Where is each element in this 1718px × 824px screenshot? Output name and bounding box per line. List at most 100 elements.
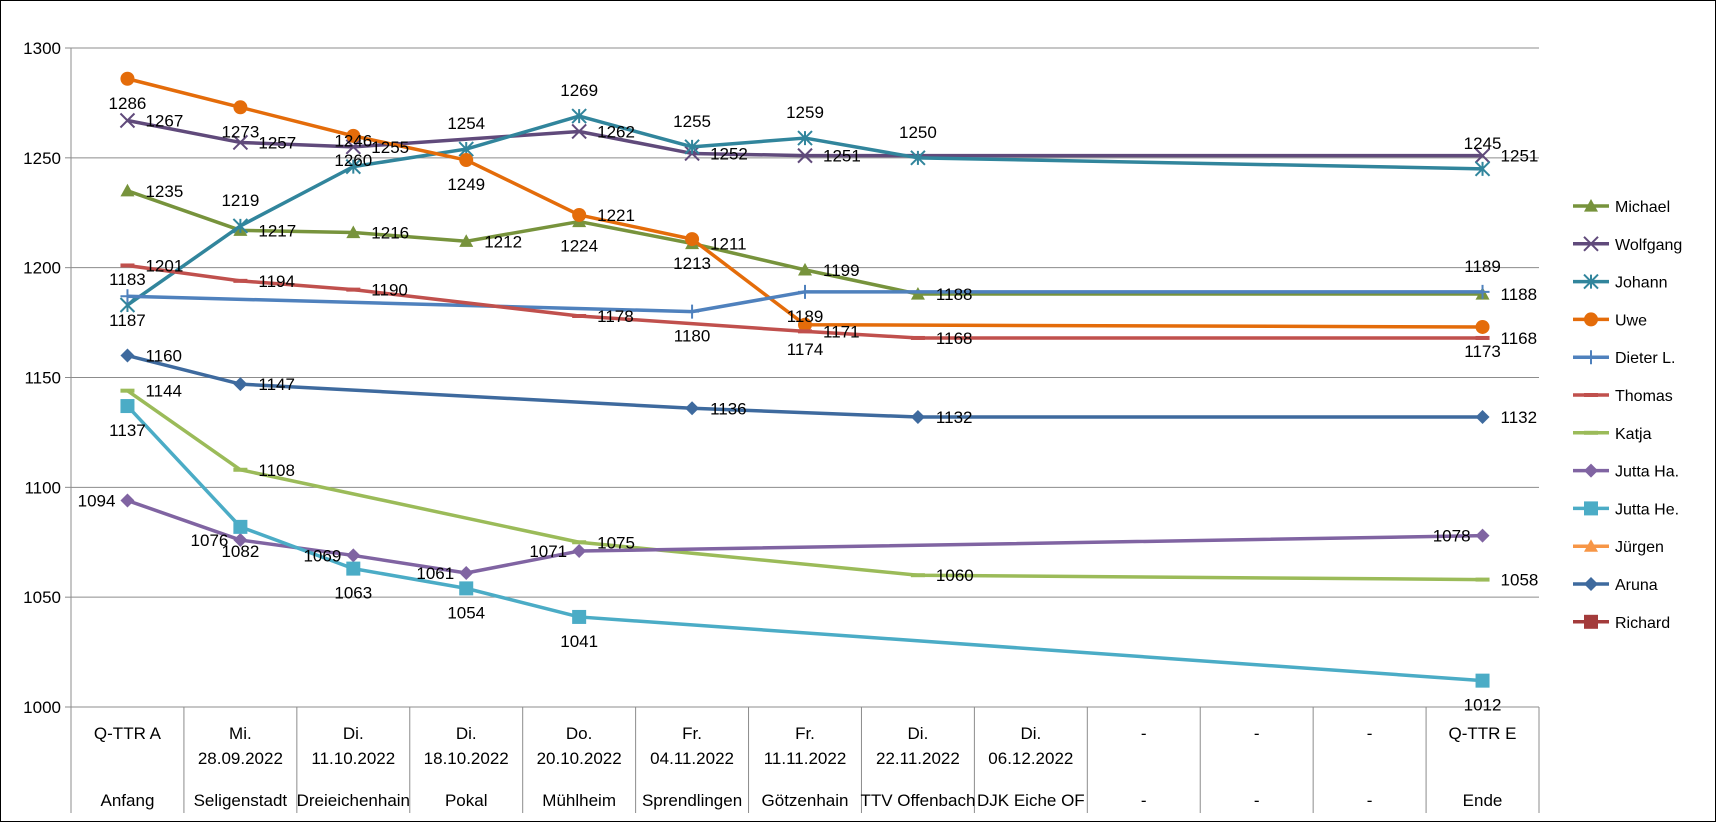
legend: Michael Wolfgang Johann Uwe Dieter L. Thomas K… xyxy=(1573,199,1682,632)
legend-label: Michael xyxy=(1615,199,1670,216)
series-wolfgang xyxy=(119,112,1491,164)
data-point-johann-stroke xyxy=(232,218,249,234)
series-aruna xyxy=(120,348,1490,425)
data-point-katja xyxy=(1475,577,1490,582)
legend-label: Thomas xyxy=(1615,388,1673,405)
data-label: 1075 xyxy=(597,533,635,552)
data-point-thomas xyxy=(233,278,248,283)
data-point-johann xyxy=(345,158,362,175)
y-tick-label: 1050 xyxy=(23,588,61,607)
data-label: 1078 xyxy=(1433,527,1471,546)
y-tick-label: 1100 xyxy=(24,478,61,497)
data-point-uwe xyxy=(572,207,587,222)
data-label: 1255 xyxy=(371,138,409,157)
series-line-michael xyxy=(126,189,1483,296)
legend-marker xyxy=(1583,273,1599,290)
data-point-wolfgang-stroke xyxy=(571,123,587,140)
data-label: 1249 xyxy=(447,175,485,194)
series-michael xyxy=(120,183,1490,300)
data-label: 1076 xyxy=(191,531,229,550)
category-line3: Dreieichenhain xyxy=(297,791,410,810)
data-point-johann-stroke xyxy=(345,158,362,175)
data-point-wolfgang-stroke xyxy=(345,139,362,155)
data-point-aruna xyxy=(1475,410,1490,425)
data-label: 1171 xyxy=(823,322,860,341)
data-label: 1255 xyxy=(673,112,711,131)
legend-item-uwe: Uwe xyxy=(1573,312,1647,329)
legend-marker xyxy=(1584,430,1598,435)
data-point-dieter-l xyxy=(120,289,135,304)
data-point-wolfgang-stroke xyxy=(1474,147,1491,164)
data-point-michael xyxy=(459,234,474,247)
legend-item-wolfgang: Wolfgang xyxy=(1573,236,1682,254)
legend-item-thomas: Thomas xyxy=(1573,388,1673,405)
series-line-aruna xyxy=(127,353,1483,419)
legend-marker xyxy=(1584,577,1598,591)
category-line1: Q-TTR A xyxy=(94,724,162,743)
data-point-johann xyxy=(797,130,813,146)
legend-label: Richard xyxy=(1615,615,1670,632)
legend-marker xyxy=(1584,199,1598,212)
category-line1: - xyxy=(1141,724,1147,743)
data-point-johann-stroke xyxy=(910,150,926,166)
data-label: 1257 xyxy=(258,133,296,152)
category-line2: 06.12.2022 xyxy=(988,749,1073,768)
category-line2: 22.11.2022 xyxy=(876,749,960,768)
x-axis-table: Q-TTR A Anfang Mi. 28.09.2022 Seligenstadt Di… xyxy=(94,707,1540,813)
data-point-johann xyxy=(232,218,249,234)
data-label: 1058 xyxy=(1501,571,1539,590)
data-point-thomas xyxy=(120,263,135,268)
legend-label: Jutta He. xyxy=(1615,501,1679,518)
data-point-aruna xyxy=(910,410,925,425)
category-line1: Di. xyxy=(908,724,929,743)
data-point-thomas xyxy=(1475,335,1490,340)
legend-label: Dieter L. xyxy=(1615,350,1675,367)
data-label: 1216 xyxy=(371,224,409,243)
data-label: 1224 xyxy=(560,237,598,256)
legend-label: Wolfgang xyxy=(1615,237,1682,254)
legend-marker xyxy=(1584,463,1598,478)
data-point-thomas xyxy=(346,287,361,292)
data-label: 1144 xyxy=(145,382,182,401)
category-line1: Do. xyxy=(566,724,592,743)
data-label: 1211 xyxy=(710,235,747,254)
category-line3: Götzenhain xyxy=(762,791,849,810)
data-point-wolfgang-stroke xyxy=(119,112,136,129)
series-jutta-ha xyxy=(120,493,1490,581)
data-point-katja xyxy=(910,573,925,578)
category-line3: Sprendlingen xyxy=(642,791,742,810)
data-point-jutta-he xyxy=(572,609,587,624)
category-line3: Anfang xyxy=(101,791,155,810)
category-line2: 04.11.2022 xyxy=(650,749,734,768)
data-label: 1254 xyxy=(447,114,485,133)
data-label: 1219 xyxy=(221,191,259,210)
legend-item-michael: Michael xyxy=(1573,199,1670,216)
data-point-jutta-ha xyxy=(572,544,587,559)
category-line1: - xyxy=(1254,724,1260,743)
data-label: 1189 xyxy=(787,307,824,326)
category-line3: Pokal xyxy=(445,791,488,810)
data-point-wolfgang xyxy=(232,134,249,151)
data-label: 1201 xyxy=(145,256,183,275)
data-label: 1212 xyxy=(484,232,522,251)
y-tick-label: 1200 xyxy=(23,259,61,278)
category-line1: Di. xyxy=(1020,724,1041,743)
data-label: 1173 xyxy=(1464,342,1501,361)
data-label: 1094 xyxy=(78,492,116,511)
y-tick-label: 1300 xyxy=(23,39,61,58)
legend-label: Johann xyxy=(1615,275,1668,292)
data-point-uwe xyxy=(120,71,135,86)
y-axis: 1000 1050 1100 1150 1200 1250 1300 xyxy=(23,39,72,813)
category-line2: 28.09.2022 xyxy=(198,749,283,768)
category-line1: Mi. xyxy=(229,724,252,743)
data-point-uwe xyxy=(685,232,700,247)
data-point-katja xyxy=(120,388,135,393)
series-dieter-l xyxy=(120,284,1490,319)
series-line-jutta-ha xyxy=(126,498,1483,575)
series-katja xyxy=(120,388,1490,582)
data-point-wolfgang-stroke xyxy=(232,134,249,151)
data-point-jutta-he xyxy=(1475,673,1490,688)
series-johann xyxy=(119,108,1491,313)
data-point-wolfgang xyxy=(797,147,813,164)
